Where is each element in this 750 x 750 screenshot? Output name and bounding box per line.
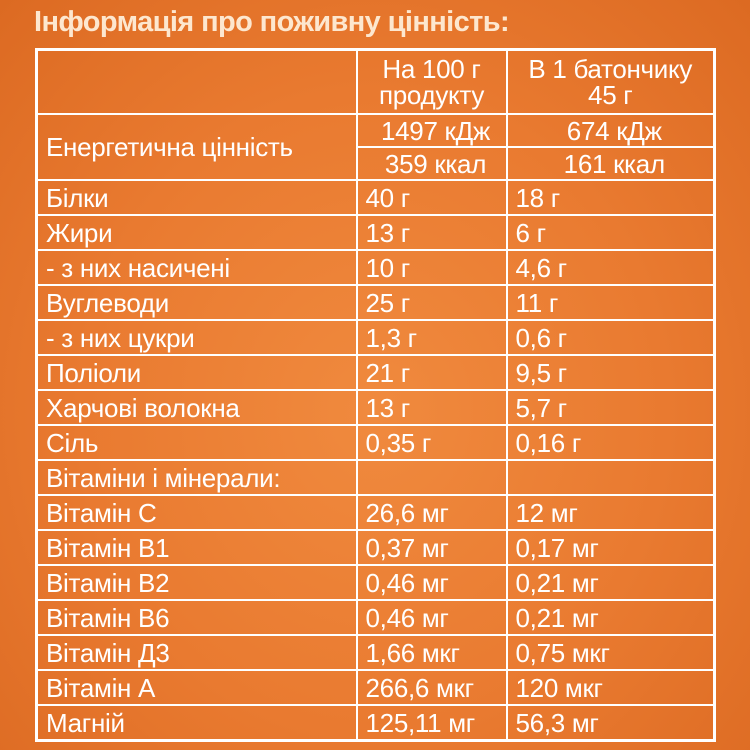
table-row: - з них насичені 10 г 4,6 г xyxy=(35,249,716,286)
header-per-100g-line1: На 100 г xyxy=(382,54,481,84)
energy-kj-per-bar: 674 кДж xyxy=(505,113,716,148)
row-per-100g: 0,35 г xyxy=(355,424,508,461)
row-per-bar: 0,6 г xyxy=(505,319,716,356)
table-row: Харчові волокна 13 г 5,7 г xyxy=(35,389,716,426)
table-header-row: На 100 г продукту В 1 батончику 45 г xyxy=(35,48,716,115)
table-row: Сіль 0,35 г 0,16 г xyxy=(35,424,716,461)
row-per-100g: 13 г xyxy=(355,214,508,251)
table-row: Вуглеводи 25 г 11 г xyxy=(35,284,716,321)
row-label: Сіль xyxy=(35,424,358,461)
row-per-bar: 6 г xyxy=(505,214,716,251)
row-per-100g: 0,37 мг xyxy=(355,529,508,566)
table-row: Жири 13 г 6 г xyxy=(35,214,716,251)
table-row: Вітамін С 26,6 мг 12 мг xyxy=(35,494,716,531)
row-label: Вітамін В2 xyxy=(35,564,358,601)
row-per-bar: 0,17 мг xyxy=(505,529,716,566)
row-per-bar: 18 г xyxy=(505,179,716,216)
table-row: Вітамін А 266,6 мкг 120 мкг xyxy=(35,669,716,706)
header-empty-cell xyxy=(35,48,358,115)
table-row: Вітамін В2 0,46 мг 0,21 мг xyxy=(35,564,716,601)
row-label: Жири xyxy=(35,214,358,251)
row-per-bar: 11 г xyxy=(505,284,716,321)
table-row: Вітамін В6 0,46 мг 0,21 мг xyxy=(35,599,716,636)
table-row: Білки 40 г 18 г xyxy=(35,179,716,216)
page-title: Інформація про поживну цінність: xyxy=(34,6,510,38)
table-row: Вітамін В1 0,37 мг 0,17 мг xyxy=(35,529,716,566)
vitamins-heading-empty-cell xyxy=(505,459,716,496)
row-label: Вітамін А xyxy=(35,669,358,706)
energy-label: Енергетична цінність xyxy=(35,113,358,181)
header-per-100g: На 100 г продукту xyxy=(355,48,508,115)
row-per-100g: 125,11 мг xyxy=(355,704,508,742)
row-per-100g: 40 г xyxy=(355,179,508,216)
header-per-bar: В 1 батончику 45 г xyxy=(505,48,716,115)
row-per-100g: 1,66 мкг xyxy=(355,634,508,671)
table-row-energy-kj: Енергетична цінність 1497 кДж 674 кДж xyxy=(35,113,716,181)
row-per-100g: 25 г xyxy=(355,284,508,321)
table-row: - з них цукри 1,3 г 0,6 г xyxy=(35,319,716,356)
row-per-100g: 0,46 мг xyxy=(355,599,508,636)
row-label: - з них цукри xyxy=(35,319,358,356)
row-per-bar: 120 мкг xyxy=(505,669,716,706)
vitamins-heading-empty-cell xyxy=(355,459,508,496)
row-per-bar: 4,6 г xyxy=(505,249,716,286)
header-per-bar-line1: В 1 батончику xyxy=(528,54,693,84)
row-label: Вітамін В1 xyxy=(35,529,358,566)
row-per-100g: 266,6 мкг xyxy=(355,669,508,706)
row-per-bar: 12 мг xyxy=(505,494,716,531)
row-label: Вуглеводи xyxy=(35,284,358,321)
energy-kcal-per-100g: 359 ккал xyxy=(355,146,508,181)
vitamins-heading-row: Вітаміни і мінерали: xyxy=(35,459,716,496)
table-row: Вітамін Д3 1,66 мкг 0,75 мкг xyxy=(35,634,716,671)
row-label: Вітамін С xyxy=(35,494,358,531)
row-per-100g: 13 г xyxy=(355,389,508,426)
row-per-100g: 10 г xyxy=(355,249,508,286)
row-per-bar: 0,75 мкг xyxy=(505,634,716,671)
row-per-100g: 0,46 мг xyxy=(355,564,508,601)
row-label: Вітамін В6 xyxy=(35,599,358,636)
row-label: Поліоли xyxy=(35,354,358,391)
row-label: Харчові волокна xyxy=(35,389,358,426)
row-per-bar: 0,21 мг xyxy=(505,599,716,636)
row-per-bar: 0,21 мг xyxy=(505,564,716,601)
header-per-100g-line2: продукту xyxy=(378,80,485,110)
row-per-100g: 1,3 г xyxy=(355,319,508,356)
table-row-energy-kcal: 359 ккал 161 ккал xyxy=(37,146,716,181)
row-per-bar: 0,16 г xyxy=(505,424,716,461)
energy-kj-per-100g: 1497 кДж xyxy=(355,113,508,148)
row-per-bar: 5,7 г xyxy=(505,389,716,426)
row-per-100g: 21 г xyxy=(355,354,508,391)
nutrition-table: На 100 г продукту В 1 батончику 45 г Ене… xyxy=(35,48,716,742)
row-label: Білки xyxy=(35,179,358,216)
header-per-bar-line2: 45 г xyxy=(588,80,633,110)
energy-kcal-per-bar: 161 ккал xyxy=(505,146,716,181)
vitamins-heading: Вітаміни і мінерали: xyxy=(35,459,358,496)
row-label: Вітамін Д3 xyxy=(35,634,358,671)
table-row: Поліоли 21 г 9,5 г xyxy=(35,354,716,391)
table-row: Магній 125,11 мг 56,3 мг xyxy=(35,704,716,742)
row-label: Магній xyxy=(35,704,358,742)
row-per-100g: 26,6 мг xyxy=(355,494,508,531)
row-per-bar: 56,3 мг xyxy=(505,704,716,742)
row-label: - з них насичені xyxy=(35,249,358,286)
row-per-bar: 9,5 г xyxy=(505,354,716,391)
